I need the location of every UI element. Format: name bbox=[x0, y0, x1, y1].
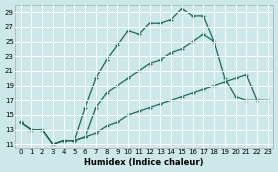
X-axis label: Humidex (Indice chaleur): Humidex (Indice chaleur) bbox=[85, 158, 204, 167]
